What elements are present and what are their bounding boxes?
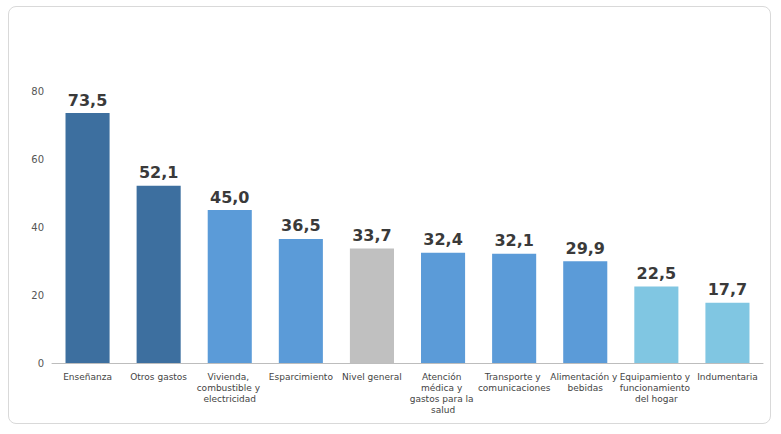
svg-text:17,7: 17,7: [708, 280, 747, 299]
svg-text:Enseñanza: Enseñanza: [63, 372, 112, 382]
svg-text:36,5: 36,5: [281, 216, 320, 235]
svg-text:60: 60: [31, 154, 44, 165]
svg-text:Alimentación y: Alimentación y: [550, 372, 620, 382]
svg-text:bebidas: bebidas: [568, 383, 604, 393]
svg-text:combustible y: combustible y: [197, 383, 263, 393]
svg-text:0: 0: [38, 358, 44, 369]
svg-text:salud: salud: [431, 405, 455, 415]
svg-text:32,1: 32,1: [494, 231, 533, 250]
svg-text:del hogar: del hogar: [635, 394, 678, 404]
svg-text:Equipamiento y: Equipamiento y: [620, 372, 693, 382]
svg-text:Transporte y: Transporte y: [484, 372, 544, 382]
svg-text:electricidad: electricidad: [203, 394, 256, 404]
svg-text:20: 20: [31, 290, 44, 301]
svg-text:40: 40: [31, 222, 44, 233]
svg-text:52,1: 52,1: [139, 163, 178, 182]
svg-text:médica y: médica y: [421, 383, 465, 393]
svg-text:73,5: 73,5: [68, 91, 107, 110]
svg-text:80: 80: [31, 86, 44, 97]
svg-text:Indumentaria: Indumentaria: [697, 372, 758, 382]
svg-text:gastos para la: gastos para la: [410, 394, 477, 404]
svg-text:32,4: 32,4: [423, 230, 462, 249]
svg-text:Atención: Atención: [422, 372, 464, 382]
svg-text:Nivel general: Nivel general: [342, 372, 402, 382]
svg-text:33,7: 33,7: [352, 226, 391, 245]
svg-text:funcionamiento: funcionamiento: [620, 383, 693, 393]
svg-text:comunicaciones: comunicaciones: [478, 383, 551, 393]
svg-text:Vivienda,: Vivienda,: [208, 372, 252, 382]
svg-text:Esparcimiento: Esparcimiento: [269, 372, 334, 382]
svg-text:22,5: 22,5: [637, 264, 676, 283]
svg-text:29,9: 29,9: [566, 239, 605, 258]
svg-text:Otros gastos: Otros gastos: [130, 372, 187, 382]
svg-text:45,0: 45,0: [210, 188, 249, 207]
